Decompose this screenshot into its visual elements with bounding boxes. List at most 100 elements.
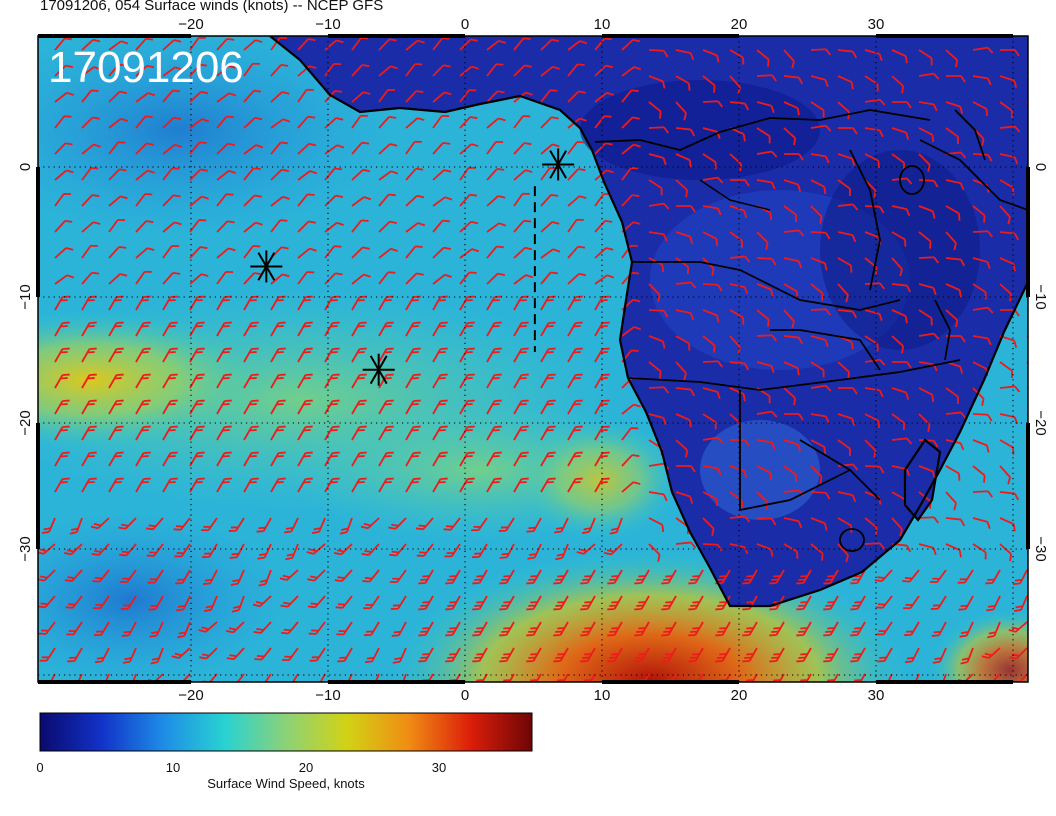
wind-barb [676, 465, 696, 473]
wind-barb [796, 673, 812, 682]
wind-barb [108, 245, 127, 259]
wind-barb [216, 321, 232, 337]
wind-barb [499, 647, 515, 663]
wind-barb [108, 168, 127, 181]
wind-barb [415, 517, 434, 531]
wind-barb [769, 569, 785, 585]
wind-barb [594, 399, 610, 415]
wind-barb [540, 321, 556, 337]
wind-barb [378, 399, 394, 415]
wind-barb [54, 219, 73, 233]
wind-barb [119, 569, 137, 584]
wind-barb [324, 425, 340, 441]
wind-barb [378, 373, 394, 389]
wind-barb [567, 40, 588, 51]
lat-tick-left: −10 [17, 284, 34, 309]
wind-barb [891, 205, 911, 217]
wind-barb [297, 142, 317, 155]
wind-barb [580, 673, 596, 682]
wind-barb [621, 454, 640, 467]
wind-barb [257, 543, 272, 560]
wind-barb [297, 477, 313, 493]
wind-barb [918, 205, 936, 219]
wind-barb [108, 399, 124, 415]
wind-barb [378, 65, 398, 77]
wind-barb [243, 477, 259, 493]
wind-barb [150, 647, 164, 665]
wind-barb [972, 153, 993, 162]
lon-tick-top: 20 [731, 16, 748, 33]
wind-barb [891, 309, 908, 324]
wind-barb [226, 647, 245, 661]
wind-barb [702, 335, 716, 353]
wind-barb [567, 451, 583, 467]
lon-tick-bottom: 0 [461, 687, 469, 704]
wind-barb [837, 463, 859, 471]
wind-barb [796, 595, 812, 611]
wind-barb [945, 411, 967, 419]
wind-barb [756, 543, 774, 557]
wind-barb [405, 222, 426, 233]
lon-ticks-top: −20 −10 0 10 20 30 [178, 16, 884, 33]
wind-barb [54, 169, 74, 181]
wind-barb [810, 257, 828, 271]
wind-barb [459, 477, 475, 493]
wind-barb [972, 101, 989, 117]
wind-barb [486, 451, 502, 467]
wind-barb [202, 569, 218, 586]
wind-barb [838, 387, 858, 395]
wind-barb [931, 621, 947, 637]
wind-barb [486, 245, 504, 259]
wind-barb [39, 647, 56, 662]
wind-barb [648, 386, 670, 394]
wind-barbs [38, 36, 1028, 682]
wind-barb [729, 75, 741, 95]
wind-barb [810, 543, 824, 561]
wind-barb [243, 451, 259, 467]
wind-barb [930, 595, 947, 610]
lat-ticks-left: 0 −10 −20 −30 [17, 163, 34, 562]
wind-barb [38, 621, 56, 635]
wind-barb [335, 595, 353, 609]
wind-barb [81, 244, 98, 259]
wind-barb [216, 169, 236, 181]
wind-barb [742, 621, 758, 637]
wind-barb [486, 63, 504, 77]
wind-barb [324, 245, 342, 259]
wind-barb [742, 647, 758, 663]
wind-barb [513, 192, 530, 207]
storm-marker-south [362, 353, 395, 386]
wind-barb [702, 413, 717, 430]
plot-title: 17091206, 054 Surface winds (knots) -- N… [40, 0, 384, 14]
wind-barb [918, 179, 939, 188]
wind-barb [783, 101, 800, 116]
wind-barb [513, 425, 529, 441]
lon-tick-bottom: 10 [594, 687, 611, 704]
wind-barb [459, 399, 475, 415]
wind-barb [94, 621, 110, 637]
wind-barb [783, 439, 802, 452]
wind-barb [972, 257, 991, 270]
wind-barb [173, 517, 191, 531]
wind-barb [297, 193, 315, 207]
wind-barb [675, 281, 697, 289]
wind-barb [621, 38, 641, 51]
wind-barb [243, 272, 262, 285]
wind-barb [972, 517, 991, 530]
wind-barb [513, 477, 529, 493]
frame-ticks [36, 34, 1030, 684]
wind-barb [54, 425, 70, 441]
wind-barb [756, 361, 775, 374]
wind-barb [162, 373, 178, 389]
wind-barb [324, 62, 342, 77]
wind-barb [742, 595, 758, 611]
wind-barb [378, 347, 394, 363]
wind-barb [432, 169, 452, 181]
wind-barb [459, 321, 475, 337]
wind-barb [729, 283, 749, 295]
wind-barb [945, 309, 959, 328]
wind-barb [81, 194, 100, 207]
wind-barb [189, 273, 209, 285]
wind-barb [823, 621, 839, 637]
wind-barb [864, 542, 886, 550]
